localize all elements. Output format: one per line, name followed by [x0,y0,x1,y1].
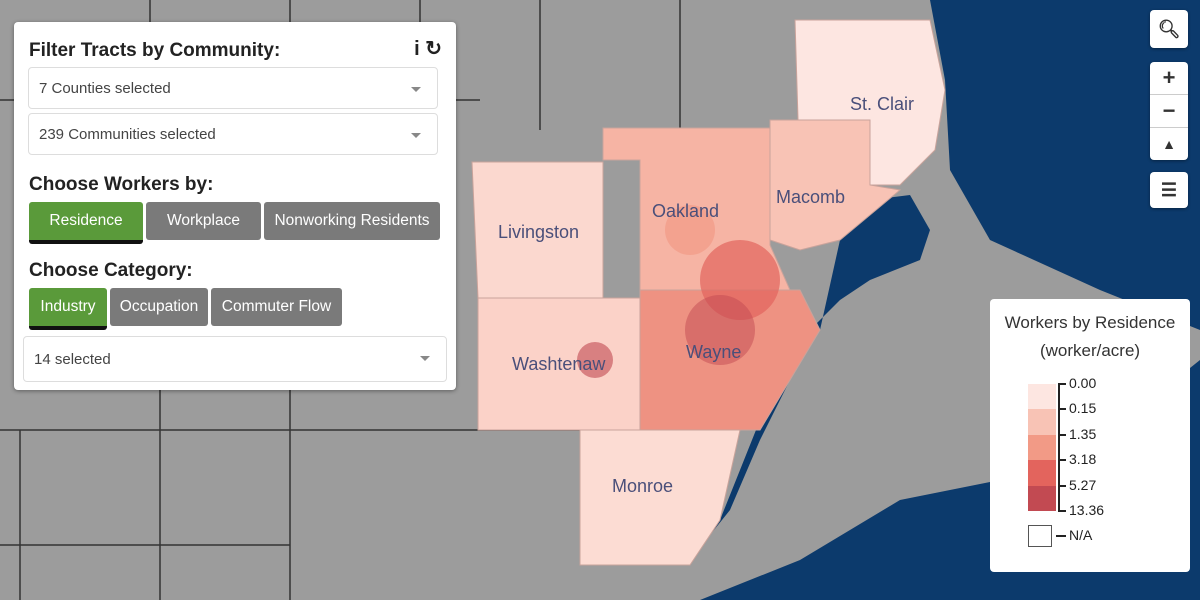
legend-tick [1056,535,1066,537]
monroe [579,429,741,566]
commuter-button[interactable]: Commuter Flow [211,288,342,326]
legend-swatch [1028,409,1056,435]
legend-tick [1058,510,1066,512]
tract-cluster [665,205,715,255]
legend-break-label: 3.18 [1069,451,1097,468]
nonworking-button[interactable]: Nonworking Residents [264,202,440,240]
filter-panel: Filter Tracts by Community: i ↻ 7 Counti… [14,22,456,390]
county-label: Livingston [498,222,580,242]
legend-na-label: N/A [1069,527,1093,543]
legend-tick [1058,459,1066,462]
legend-break-label: 0.00 [1069,375,1097,391]
tract-cluster [685,295,755,365]
legend-tick [1058,484,1066,487]
county-label: Oakland [652,201,720,221]
layers-button[interactable]: ☰ [1150,172,1188,208]
legend-swatch [1028,485,1056,511]
tract-cluster [577,342,613,378]
county-label: Monroe [612,476,674,496]
legend-swatch [1028,434,1056,461]
legend-break-label: 0.15 [1069,400,1097,417]
search-button[interactable]: 🔍︎ [1150,10,1188,48]
legend-title: Workers by Residence [1004,313,1176,332]
dense-tracts [577,205,780,378]
zoom-controls: + − ▲ [1150,62,1188,160]
legend-na-swatch [1028,525,1052,547]
info-refresh[interactable]: i ↻ [414,38,442,60]
legend-break-label: 13.36 [1069,502,1105,518]
legend-swatch [1028,460,1056,486]
legend-tick [1058,383,1066,385]
workplace-button[interactable]: Workplace [146,202,261,240]
legend-tick [1058,433,1066,436]
legend-axis [1058,384,1060,511]
legend-tick [1058,408,1066,411]
legend-unit: (worker/acre) [1039,341,1141,360]
macomb [769,119,902,251]
county-select[interactable]: 7 Counties selected [28,67,438,109]
category-heading: Choose Category: [29,260,193,281]
lake-huron [930,0,1200,330]
residence-button[interactable]: Residence [29,202,143,244]
county-label: Washtenaw [512,354,606,374]
legend-break-label: 5.27 [1069,476,1097,493]
legend: Workers by Residence (worker/acre) 0.00 0… [990,299,1190,572]
workers-heading: Choose Workers by: [29,174,214,195]
county-label: Macomb [776,187,846,207]
category-select[interactable]: 14 selected [23,336,447,382]
occupation-button[interactable]: Occupation [110,288,208,326]
zoom-in[interactable]: + [1162,65,1176,90]
legend-swatch [1028,384,1056,410]
legend-break-label: 1.35 [1069,425,1097,442]
lake-st-clair [690,195,930,560]
industry-button[interactable]: Industry [29,288,107,330]
zoom-out[interactable]: − [1150,94,1188,127]
county-label: St. Clair [850,94,915,114]
community-select[interactable]: 239 Communities selected [28,113,438,155]
panel-title: Filter Tracts by Community: [29,40,281,61]
compass[interactable]: ▲ [1150,127,1188,160]
county-label: Wayne [686,342,742,362]
